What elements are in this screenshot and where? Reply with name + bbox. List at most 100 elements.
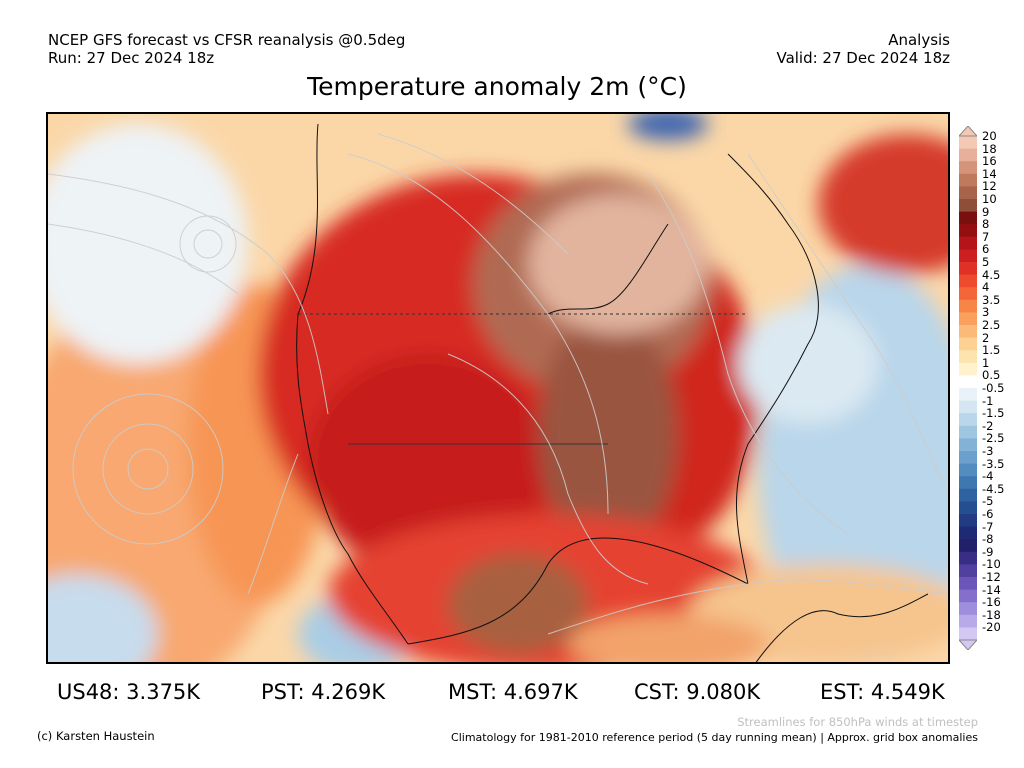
colorbar-tick-label: 4 xyxy=(982,280,990,295)
colorbar-swatch xyxy=(959,299,977,313)
colorbar-tick-label: -3 xyxy=(982,444,994,458)
colorbar-tick-label: 7 xyxy=(982,229,990,244)
colorbar-top-arrow xyxy=(957,125,979,137)
colorbar-swatch xyxy=(959,514,977,528)
colorbar-swatch xyxy=(959,173,977,187)
colorbar-swatch xyxy=(959,400,977,414)
colorbar-tick-label: -6 xyxy=(982,507,994,521)
colorbar-tick-label: 9 xyxy=(982,204,990,219)
colorbar-tick-label: -10 xyxy=(982,557,1001,572)
colorbar-swatch xyxy=(959,564,977,578)
colorbar-tick-label: -1.5 xyxy=(982,406,1005,421)
coastline-outline xyxy=(296,123,929,662)
colorbar-tick-label: -2 xyxy=(982,418,994,433)
colorbar-swatch xyxy=(959,249,977,263)
colorbar-tick-label: -9 xyxy=(982,544,994,559)
colorbar-swatch xyxy=(959,362,977,376)
colorbar-tick-label: 2 xyxy=(982,330,990,345)
colorbar-tick-label: -18 xyxy=(982,607,1001,622)
colorbar-swatch xyxy=(959,211,977,225)
colorbar-swatch xyxy=(959,287,977,301)
colorbar-tick-label: 5 xyxy=(982,255,990,269)
colorbar-tick-label: -14 xyxy=(982,582,1001,597)
colorbar-swatch xyxy=(959,438,977,452)
streamlines xyxy=(48,133,948,635)
colorbar-tick-label: -0.5 xyxy=(982,381,1005,395)
stat-mst: MST: 4.697K xyxy=(448,680,578,704)
colorbar-tick-label: 18 xyxy=(982,141,997,156)
colorbar-swatch xyxy=(959,186,977,200)
colorbar-tick-label: 3 xyxy=(982,305,990,320)
colorbar-tick-label: 20 xyxy=(982,129,997,143)
colorbar-tick-label: 14 xyxy=(982,166,997,181)
colorbar-swatch xyxy=(959,425,977,439)
colorbar-tick-label: 16 xyxy=(982,154,997,169)
colorbar-tick-label: 3.5 xyxy=(982,292,1001,307)
colorbar-tick-label: -8 xyxy=(982,532,994,547)
colorbar-swatch xyxy=(959,161,977,175)
valid-line: Valid: 27 Dec 2024 18z xyxy=(776,49,950,67)
colorbar-swatch xyxy=(959,539,977,553)
anomaly-map xyxy=(46,112,950,664)
colorbar-tick-label: 4.5 xyxy=(982,267,1001,282)
colorbar-tick-label: 8 xyxy=(982,217,990,232)
climatology-note: Climatology for 1981-2010 reference peri… xyxy=(451,731,978,744)
colorbar-swatch xyxy=(959,325,977,339)
colorbar-swatch xyxy=(959,488,977,502)
colorbar-swatch xyxy=(959,350,977,364)
colorbar-swatch xyxy=(959,375,977,389)
colorbar-tick-label: 0.5 xyxy=(982,368,1001,383)
colorbar-tick-label: -20 xyxy=(982,620,1001,635)
colorbar-swatch xyxy=(959,602,977,616)
streamlines-note: Streamlines for 850hPa winds at timestep xyxy=(737,715,978,729)
stat-pst: PST: 4.269K xyxy=(261,680,386,704)
colorbar-tick-label: 1.5 xyxy=(982,343,1001,358)
map-canvas xyxy=(48,114,948,662)
colorbar-swatch xyxy=(959,262,977,276)
colorbar-tick-label: -4.5 xyxy=(982,481,1005,496)
colorbar-swatch xyxy=(959,526,977,540)
stat-est: EST: 4.549K xyxy=(820,680,945,704)
anomaly-field xyxy=(48,114,948,662)
colorbar-tick-label: 2.5 xyxy=(982,318,1001,332)
colorbar-svg xyxy=(957,125,979,651)
colorbar-swatch xyxy=(959,337,977,351)
colorbar-swatch xyxy=(959,274,977,288)
colorbar-tick-label: -3.5 xyxy=(982,456,1005,471)
credit-text: (c) Karsten Haustein xyxy=(37,729,155,743)
source-line: NCEP GFS forecast vs CFSR reanalysis @0.… xyxy=(48,31,406,49)
map-title: Temperature anomaly 2m (°C) xyxy=(307,72,687,101)
colorbar-swatch xyxy=(959,388,977,402)
colorbar-tick-label: -12 xyxy=(982,570,1001,584)
run-line: Run: 27 Dec 2024 18z xyxy=(48,49,215,67)
colorbar-tick-label: -5 xyxy=(982,494,994,509)
colorbar-swatch xyxy=(959,312,977,326)
colorbar-swatch xyxy=(959,148,977,162)
colorbar-tick-label: -1 xyxy=(982,393,994,408)
colorbar-tick-label: 6 xyxy=(982,242,990,257)
colorbar-tick-label: -2.5 xyxy=(982,431,1005,446)
colorbar-swatch xyxy=(959,551,977,565)
stat-us48: US48: 3.375K xyxy=(57,680,201,704)
colorbar-swatch xyxy=(959,224,977,238)
colorbar-swatch xyxy=(959,136,977,150)
colorbar-bottom-arrow xyxy=(957,639,979,651)
colorbar-swatch xyxy=(959,476,977,490)
colorbar-swatch xyxy=(959,627,977,641)
colorbar-swatch xyxy=(959,463,977,477)
colorbar-swatch xyxy=(959,501,977,515)
colorbar-tick-label: 1 xyxy=(982,355,990,370)
colorbar-swatch xyxy=(959,451,977,465)
colorbar-tick-label: -7 xyxy=(982,519,994,534)
colorbar-swatch xyxy=(959,614,977,628)
stat-cst: CST: 9.080K xyxy=(634,680,761,704)
colorbar-swatch xyxy=(959,413,977,427)
colorbar-tick-label: -16 xyxy=(982,595,1001,610)
colorbar-swatch xyxy=(959,589,977,603)
colorbar-swatch xyxy=(959,236,977,250)
colorbar-tick-label: 12 xyxy=(982,179,997,194)
colorbar-tick-label: -4 xyxy=(982,469,994,484)
colorbar-swatch xyxy=(959,199,977,213)
colorbar-tick-label: 10 xyxy=(982,192,997,206)
analysis-label: Analysis xyxy=(888,31,950,49)
